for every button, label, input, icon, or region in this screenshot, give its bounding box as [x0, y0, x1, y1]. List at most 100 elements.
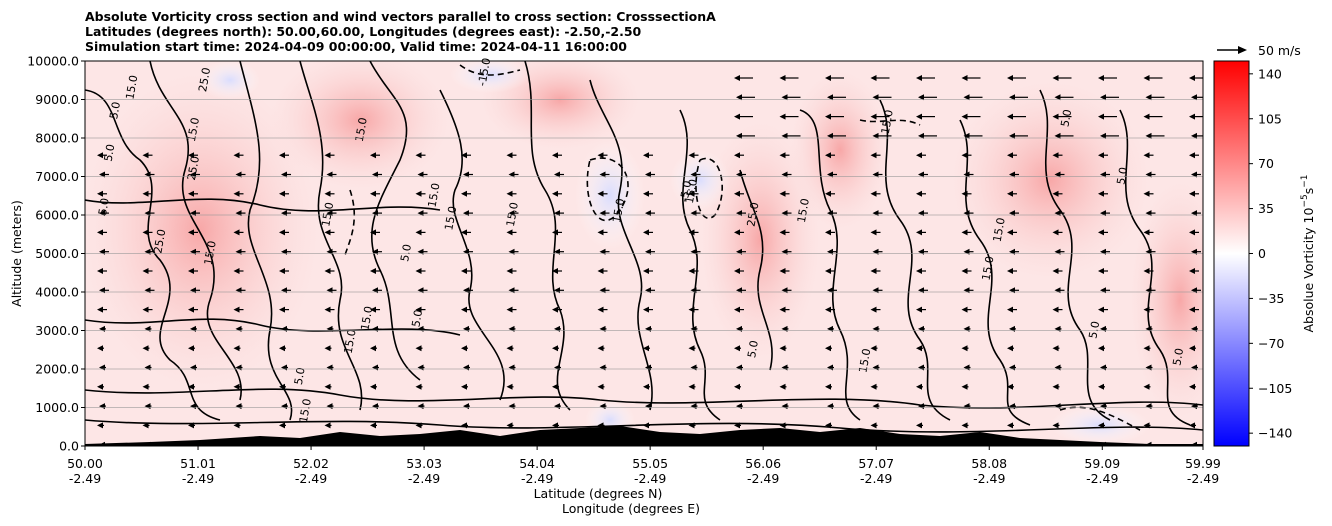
wind-vector-head: [279, 345, 285, 352]
wind-vector-head: [825, 383, 831, 390]
wind-vector-head: [918, 132, 924, 139]
wind-vector-head: [1100, 132, 1106, 139]
wind-vector-head: [1189, 306, 1195, 313]
wind-vector-head: [506, 229, 513, 236]
wind-vector-head: [1143, 383, 1150, 390]
wind-vector-head: [1007, 229, 1013, 236]
wind-vector-head: [961, 190, 968, 197]
wind-vector-head: [461, 190, 467, 197]
wind-vector-head: [552, 383, 558, 390]
wind-vector-head: [463, 171, 469, 178]
wind-vector-head: [552, 422, 558, 429]
wind-vector-head: [690, 441, 697, 446]
wind-vector-head: [1054, 132, 1061, 139]
wind-vector-head: [233, 345, 240, 352]
wind-vector-head: [233, 383, 240, 390]
colorbar-tick-label: 140: [1258, 66, 1282, 81]
wind-vector-head: [645, 171, 651, 178]
wind-vector-head: [463, 441, 469, 446]
wind-vector-head: [1098, 422, 1104, 429]
wind-vector-head: [1098, 306, 1104, 313]
x-tick-label-lon: -2.49: [747, 471, 779, 486]
wind-vector-head: [1189, 383, 1195, 390]
wind-vector-head: [1098, 190, 1104, 197]
wind-vector-head: [415, 229, 422, 236]
wind-vector-head: [643, 383, 649, 390]
wind-vector-head: [825, 268, 831, 274]
y-tick-label: 8000.0: [35, 131, 79, 146]
wind-vector-head: [918, 94, 924, 101]
y-tick-label: 7000.0: [35, 169, 79, 184]
wind-vector-head: [324, 422, 331, 429]
wind-vector-head: [918, 441, 924, 446]
contour-label: 15.0: [185, 116, 202, 142]
wind-vector-head: [506, 268, 513, 274]
wind-vector-head: [188, 306, 194, 313]
wind-vector-head: [1007, 422, 1013, 429]
wind-vector-head: [1098, 113, 1104, 120]
wind-vector-head: [144, 441, 151, 446]
contour-label: 5.0: [398, 243, 414, 262]
x-tick-label-lat: 50.00: [67, 456, 103, 471]
contour-label: 5.0: [409, 309, 425, 328]
wind-vector-head: [734, 268, 740, 274]
wind-vector-head: [916, 152, 922, 159]
wind-vector-head: [963, 441, 970, 446]
x-tick-label-lon: -2.49: [1187, 471, 1219, 486]
contour-label: 5.0: [1170, 347, 1186, 366]
wind-vector-head: [734, 229, 740, 236]
x-tick-label-lon: -2.49: [295, 471, 327, 486]
wind-vector-head: [188, 383, 194, 390]
wind-vector-head: [870, 306, 877, 313]
contour-label: 15.0: [683, 178, 700, 204]
wind-vector-head: [1098, 75, 1104, 81]
wind-vector-head: [779, 422, 786, 429]
wind-vector-head: [734, 190, 740, 197]
contour-label: 15.0: [353, 116, 370, 142]
wind-vector-head: [552, 152, 558, 159]
wind-vector-head: [781, 94, 788, 101]
wind-vector-head: [461, 345, 467, 352]
wind-vector-head: [1191, 132, 1197, 139]
wind-vector-head: [870, 422, 877, 429]
wind-vector-head: [324, 152, 331, 159]
wind-vector-head: [870, 190, 877, 197]
wind-vector-head: [961, 152, 968, 159]
wind-vector-head: [916, 75, 922, 81]
wind-vector-head: [734, 152, 740, 159]
wind-vector-head: [506, 152, 513, 159]
wind-vector-head: [1143, 268, 1150, 274]
wind-vector-head: [827, 441, 833, 446]
wind-vector-head: [688, 306, 695, 313]
y-tick-label: 1000.0: [35, 400, 79, 415]
wind-vector-head: [597, 190, 604, 197]
wind-vector-head: [916, 345, 922, 352]
wind-vector-head: [963, 94, 970, 101]
wind-vector-head: [1009, 441, 1015, 446]
x-tick-label-lon: -2.49: [634, 471, 666, 486]
wind-vector-head: [1143, 75, 1150, 81]
wind-vector-head: [190, 441, 196, 446]
wind-vector-head: [372, 441, 378, 446]
wind-vector-head: [961, 306, 968, 313]
x-tick-label-lat: 59.99: [1185, 456, 1221, 471]
contour-label: 25.0: [151, 228, 168, 254]
wind-vector-head: [415, 268, 422, 274]
wind-vector-head: [779, 113, 786, 120]
wind-vector-head: [235, 441, 242, 446]
contour-label: 5.0: [1114, 166, 1130, 185]
wind-vector-head: [415, 306, 422, 313]
y-axis-label: Altitude (meters): [9, 200, 24, 307]
contour-label: 15.0: [795, 197, 812, 223]
wind-vector-head: [1052, 190, 1059, 197]
x-tick-label-lat: 53.03: [406, 456, 442, 471]
wind-vector-head: [142, 345, 149, 352]
wind-vector-head: [461, 306, 467, 313]
colorbar-tick-label: −35: [1258, 291, 1284, 306]
x-tick-label-lon: -2.49: [69, 471, 101, 486]
wind-vector-head: [415, 190, 422, 197]
wind-vector-head: [142, 306, 149, 313]
wind-vector-head: [688, 229, 695, 236]
wind-vector-head: [734, 345, 740, 352]
wind-vector-head: [552, 268, 558, 274]
